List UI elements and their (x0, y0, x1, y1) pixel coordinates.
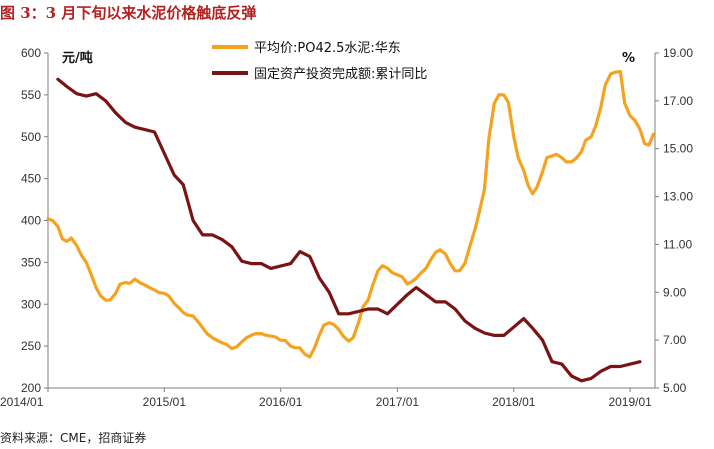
x-tick-label: 2015/01 (143, 395, 187, 409)
left-tick-label: 500 (21, 130, 41, 144)
figure-title: 图 3：3 月下旬以来水泥价格触底反弹 (0, 4, 257, 22)
left-tick-label: 400 (21, 214, 41, 228)
x-tick-label: 2019/01 (608, 395, 652, 409)
left-tick-label: 200 (21, 381, 41, 395)
right-axis: 5.00 7.00 9.00 11.00 13.00 15.00 17.00 19.00 (654, 46, 693, 395)
right-tick-label: 7.00 (663, 333, 687, 347)
x-tick-label: 2016/01 (259, 395, 303, 409)
right-tick-label: 15.00 (663, 142, 693, 156)
left-axis-unit: 元/吨 (62, 50, 93, 66)
series-line-investment-growth (56, 77, 642, 383)
series-layer (46, 69, 655, 383)
left-tick-label: 600 (21, 46, 41, 60)
right-tick-label: 19.00 (663, 46, 693, 60)
right-tick-label: 11.00 (663, 237, 692, 251)
legend: 平均价:PO42.5水泥:华东 固定资产投资完成额:累计同比 (212, 41, 427, 82)
left-tick-label: 550 (21, 88, 41, 102)
x-tick-label: 2017/01 (376, 395, 420, 409)
x-tick-label: 2014/01 (0, 395, 44, 409)
x-tick-label: 2018/01 (492, 395, 536, 409)
right-tick-label: 13.00 (663, 190, 693, 204)
legend-label-investment: 固定资产投资完成额:累计同比 (254, 66, 427, 82)
series-line-cement-price (46, 69, 655, 359)
right-tick-label: 9.00 (663, 285, 687, 299)
left-tick-label: 450 (21, 172, 41, 186)
left-tick-label: 350 (21, 255, 41, 269)
legend-label-cement: 平均价:PO42.5水泥:华东 (254, 41, 401, 56)
x-axis: 2014/01 2015/01 2016/01 2017/01 2018/01 2019/… (0, 387, 655, 409)
right-tick-label: 5.00 (663, 381, 687, 395)
left-tick-label: 300 (21, 297, 41, 311)
right-axis-unit: % (622, 51, 635, 66)
source-note: 资料来源：CME，招商证券 (0, 431, 147, 445)
left-axis: 200 250 300 350 400 450 500 550 600 (21, 46, 49, 395)
left-tick-label: 250 (21, 339, 41, 353)
right-tick-label: 17.00 (663, 94, 693, 108)
